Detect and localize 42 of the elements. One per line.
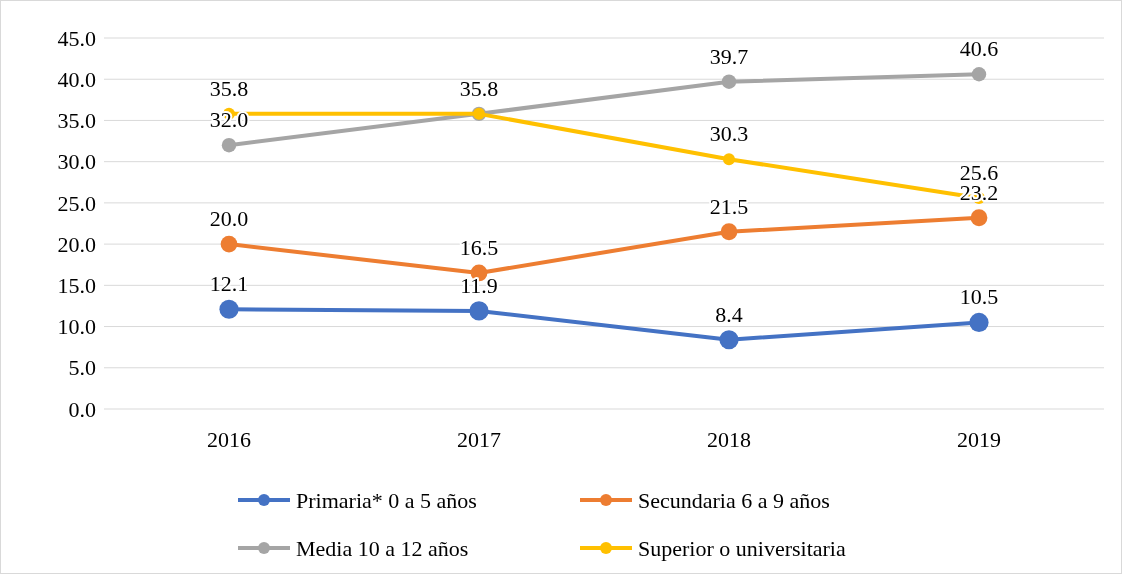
data-label: 30.3 xyxy=(709,121,749,147)
legend-label: Primaria* 0 a 5 años xyxy=(296,487,477,513)
data-label: 40.6 xyxy=(959,36,999,62)
y-tick-label: 25.0 xyxy=(57,190,96,216)
data-label: 12.1 xyxy=(209,271,249,297)
legend-label: Superior o universitaria xyxy=(638,535,846,561)
data-label: 20.0 xyxy=(209,206,249,232)
data-label: 21.5 xyxy=(709,193,749,219)
x-tick-label: 2017 xyxy=(457,427,501,452)
y-tick-label: 20.0 xyxy=(57,231,96,257)
point xyxy=(971,67,987,82)
data-label: 35.8 xyxy=(459,75,499,101)
legend-label: Secundaria 6 a 9 años xyxy=(638,487,830,513)
y-tick-label: 15.0 xyxy=(57,273,96,299)
point xyxy=(221,137,237,153)
x-tick-label: 2019 xyxy=(957,427,1001,452)
y-tick-label: 0.0 xyxy=(68,396,96,422)
x-tick-label: 2016 xyxy=(207,427,251,452)
point xyxy=(969,312,989,333)
y-tick-label: 30.0 xyxy=(57,149,96,175)
data-label: 11.9 xyxy=(460,272,498,298)
point xyxy=(469,301,489,321)
data-label: 10.5 xyxy=(959,284,999,310)
data-label: 16.5 xyxy=(459,234,499,260)
data-label: 25.6 xyxy=(959,159,999,185)
data-label: 8.4 xyxy=(715,301,743,327)
point xyxy=(720,223,738,241)
y-tick-label: 10.0 xyxy=(57,314,96,340)
data-label: 35.8 xyxy=(209,75,249,101)
point xyxy=(719,330,739,350)
point xyxy=(721,74,737,89)
data-label: 39.7 xyxy=(709,43,749,69)
y-tick-label: 45.0 xyxy=(57,25,96,51)
point xyxy=(970,209,988,227)
legend-label: Media 10 a 12 años xyxy=(296,535,469,561)
point xyxy=(220,235,238,253)
point xyxy=(723,153,735,166)
point xyxy=(219,299,239,319)
x-tick-label: 2018 xyxy=(707,427,751,452)
y-tick-label: 35.0 xyxy=(57,108,96,134)
y-tick-label: 40.0 xyxy=(57,66,96,92)
y-tick-label: 5.0 xyxy=(68,355,96,381)
